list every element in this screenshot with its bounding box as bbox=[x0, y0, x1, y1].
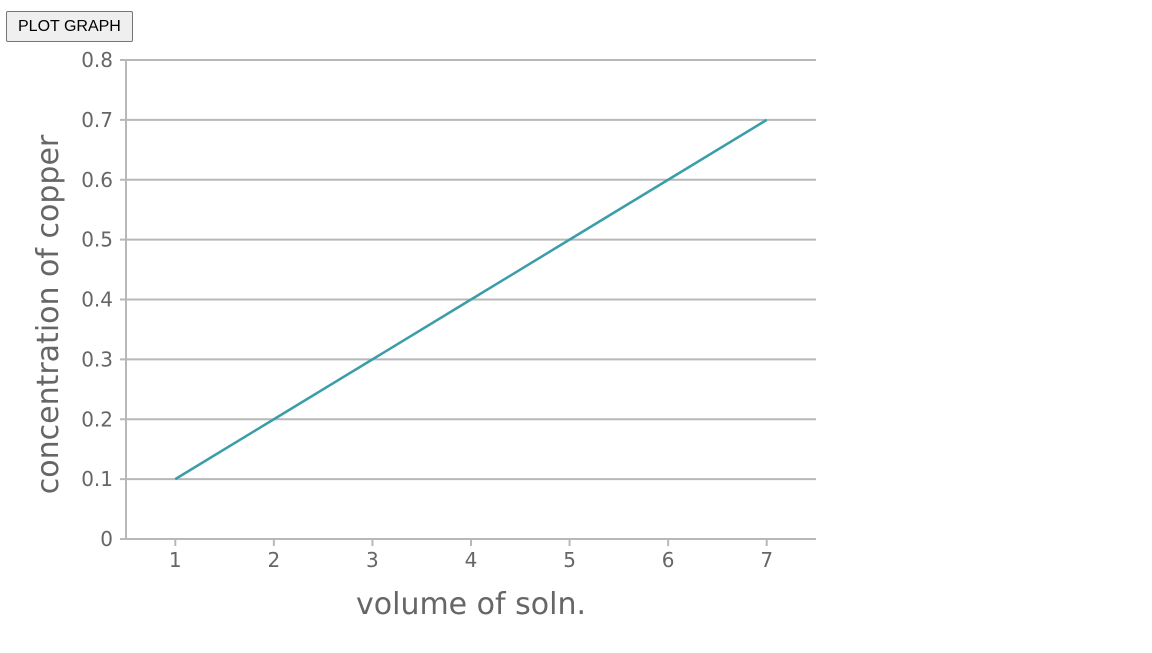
grid bbox=[120, 59, 816, 481]
x-axis-label: volume of soln. bbox=[356, 587, 586, 622]
series bbox=[174, 118, 768, 481]
y-tick-label: 0.4 bbox=[81, 288, 113, 312]
x-tick-label: 2 bbox=[267, 548, 280, 572]
x-tick-label: 1 bbox=[169, 548, 182, 572]
y-tick-label: 0.6 bbox=[81, 168, 113, 192]
y-axis-label: concentration of copper bbox=[31, 134, 66, 494]
y-tick-label: 0.2 bbox=[81, 407, 113, 431]
y-tick-label: 0.1 bbox=[81, 467, 113, 491]
toolbar: PLOT GRAPH bbox=[6, 11, 133, 42]
x-tick-label: 6 bbox=[662, 548, 675, 572]
x-tick-label: 4 bbox=[465, 548, 478, 572]
series-line bbox=[174, 118, 768, 481]
y-tick-label: 0.3 bbox=[81, 347, 113, 371]
x-tick-label: 5 bbox=[563, 548, 576, 572]
x-tick-label: 7 bbox=[760, 548, 773, 572]
y-tick-label: 0 bbox=[100, 527, 113, 551]
axes: 0 0.1 0.2 0.3 0.4 0.5 0.6 0.7 0.8 1 2 3 4 5 6 7 bbox=[81, 48, 816, 572]
x-tick-label: 3 bbox=[366, 548, 379, 572]
plot-graph-button[interactable]: PLOT GRAPH bbox=[6, 11, 133, 42]
y-tick-label: 0.5 bbox=[81, 228, 113, 252]
y-tick-label: 0.8 bbox=[81, 48, 113, 72]
y-tick-label: 0.7 bbox=[81, 108, 113, 132]
axis-labels: volume of soln. concentration of copper bbox=[31, 134, 586, 622]
